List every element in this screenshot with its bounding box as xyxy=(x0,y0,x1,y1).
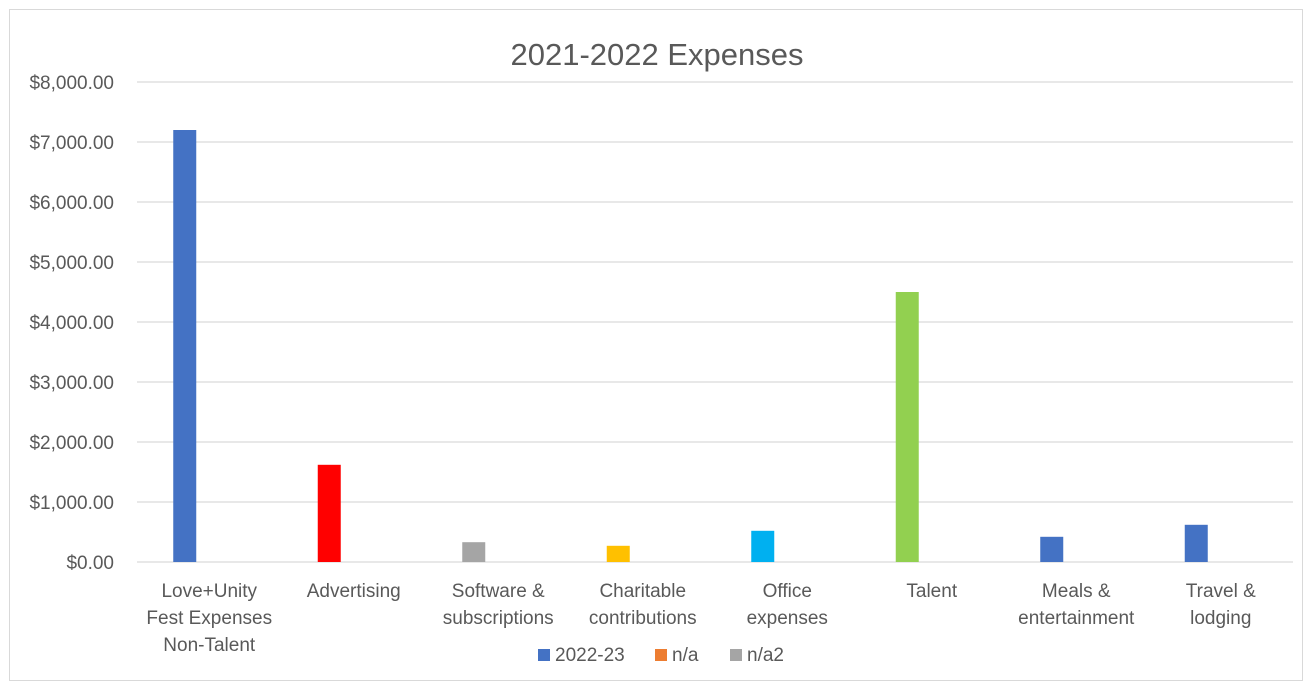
category-label: Charitable xyxy=(599,581,686,602)
bar xyxy=(606,545,630,562)
chart-title: 2021-2022 Expenses xyxy=(510,37,803,72)
legend-label: 2022-23 xyxy=(555,645,625,666)
chart-area: $0.00 $1,000.00 $2,000.00 $3,000.00 $4,000.0… xyxy=(9,9,1303,681)
y-tick-label: $3,000.00 xyxy=(29,373,114,394)
category-label: Talent xyxy=(906,581,957,602)
legend-label: n/a2 xyxy=(747,645,784,666)
category-label: Fest Expenses xyxy=(146,608,272,629)
gridlines xyxy=(137,81,1293,563)
bar xyxy=(1040,536,1064,562)
category-label: Office xyxy=(763,581,812,602)
bar xyxy=(751,530,775,562)
legend-swatch xyxy=(538,649,550,661)
y-tick-label: $2,000.00 xyxy=(29,433,114,454)
bar xyxy=(895,292,919,562)
category-label: lodging xyxy=(1190,608,1251,629)
bar xyxy=(462,542,486,562)
y-tick-label: $8,000.00 xyxy=(29,73,114,94)
legend-swatch xyxy=(730,649,742,661)
y-tick-label: $5,000.00 xyxy=(29,253,114,274)
bars xyxy=(173,130,1208,562)
legend-swatch xyxy=(655,649,667,661)
category-label: expenses xyxy=(747,608,828,629)
category-label: subscriptions xyxy=(443,608,554,629)
bar-chart: $0.00 $1,000.00 $2,000.00 $3,000.00 $4,000.0… xyxy=(29,37,1293,666)
category-labels: Love+Unity Fest Expenses Non-Talent Adverti… xyxy=(146,581,1256,656)
category-label: contributions xyxy=(589,608,697,629)
bar xyxy=(1184,524,1208,562)
y-tick-label: $7,000.00 xyxy=(29,133,114,154)
y-tick-label: $6,000.00 xyxy=(29,193,114,214)
category-label: entertainment xyxy=(1018,608,1135,629)
category-label: Love+Unity xyxy=(161,581,257,602)
category-label: Software & xyxy=(452,581,545,602)
y-tick-label: $0.00 xyxy=(66,553,114,574)
bar xyxy=(317,464,341,562)
y-axis-tick-labels: $0.00 $1,000.00 $2,000.00 $3,000.00 $4,000.0… xyxy=(29,73,114,574)
y-tick-label: $4,000.00 xyxy=(29,313,114,334)
legend-label: n/a xyxy=(672,645,699,666)
category-label: Travel & xyxy=(1186,581,1256,602)
category-label: Meals & xyxy=(1042,581,1111,602)
category-label: Advertising xyxy=(307,581,401,602)
y-tick-label: $1,000.00 xyxy=(29,493,114,514)
bar xyxy=(173,130,197,562)
legend: 2022-23 n/a n/a2 xyxy=(538,645,784,666)
category-label: Non-Talent xyxy=(163,635,256,656)
